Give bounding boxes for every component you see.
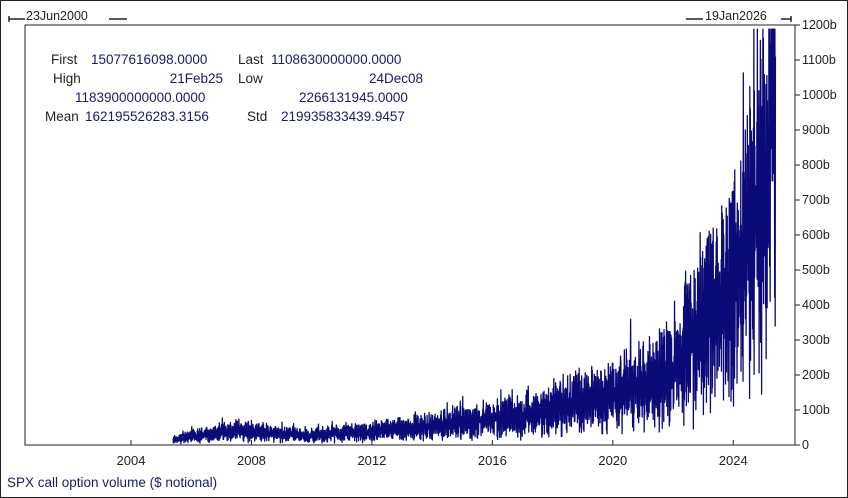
x-tick-label: 2004 [117, 453, 146, 468]
y-tick-label: 900b [802, 123, 830, 137]
y-tick-label: 0 [802, 438, 809, 452]
last-label: Last [238, 52, 264, 67]
high-value: 1183900000000.0000 [75, 90, 206, 105]
y-tick-label: 1200b [802, 18, 837, 32]
range-end-marker [686, 16, 792, 22]
series-line [172, 28, 777, 445]
y-tick-label: 700b [802, 193, 830, 207]
y-tick-label: 100b [802, 403, 830, 417]
std-value: 219935833439.9457 [281, 109, 405, 124]
y-tick-label: 1100b [802, 53, 836, 67]
x-tick-label: 2024 [719, 453, 748, 468]
low-value: 2266131945.0000 [299, 90, 408, 105]
y-tick-label: 1000b [802, 88, 837, 102]
y-axis: 0 100b 200b 300b 400b 500b 600b 700b 800b 900b 100… [795, 18, 837, 452]
y-tick-label: 600b [802, 228, 830, 242]
high-label: High [53, 71, 81, 86]
high-date: 21Feb25 [169, 71, 223, 86]
last-value: 1108630000000.0000 [271, 52, 402, 67]
x-tick-label: 2020 [598, 453, 627, 468]
std-label: Std [247, 109, 268, 124]
y-tick-label: 400b [802, 298, 830, 312]
chart-title: SPX call option volume ($ notional) [7, 475, 218, 490]
x-axis: 2004 2008 2012 2016 2020 2024 [117, 440, 748, 468]
mean-value: 162195526283.3156 [85, 109, 209, 124]
x-tick-label: 2012 [357, 453, 386, 468]
x-tick-label: 2008 [237, 453, 266, 468]
x-tick-label: 2016 [478, 453, 507, 468]
y-tick-label: 300b [802, 333, 830, 347]
y-tick-label: 200b [802, 368, 830, 382]
mean-label: Mean [45, 109, 79, 124]
y-tick-label: 500b [802, 263, 830, 277]
first-value: 15077616098.0000 [91, 52, 208, 67]
low-date: 24Dec08 [368, 71, 423, 86]
range-start-marker [8, 16, 127, 22]
y-tick-label: 800b [802, 158, 830, 172]
first-label: First [51, 52, 78, 67]
range-end-label: 19Jan2026 [705, 9, 767, 23]
range-start-label: 23Jun2000 [26, 9, 88, 23]
low-label: Low [238, 71, 263, 86]
